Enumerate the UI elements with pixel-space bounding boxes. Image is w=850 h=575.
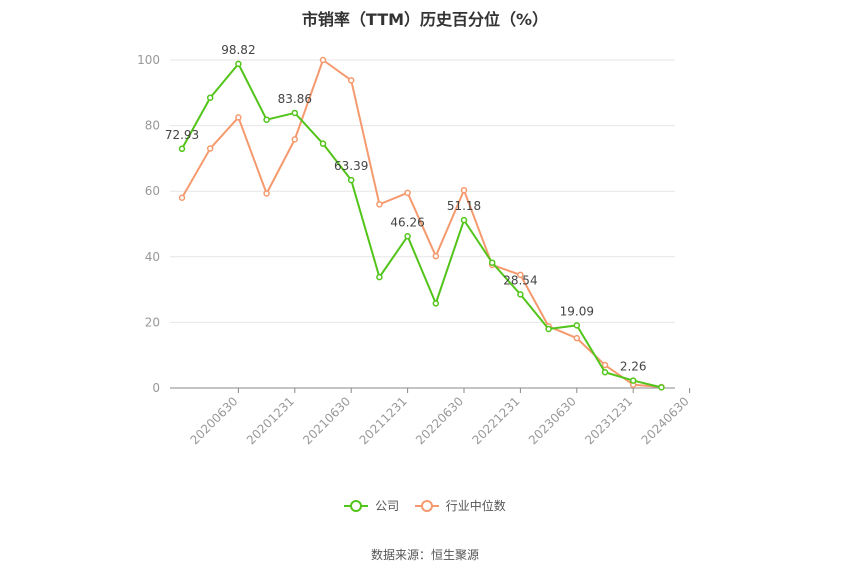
- data-point: [432, 252, 440, 260]
- x-tick-label: 20211231: [357, 394, 410, 447]
- data-point: [460, 216, 468, 224]
- data-point: [291, 136, 299, 143]
- x-tick-label: 20220630: [413, 394, 466, 447]
- data-label: 51.18: [447, 199, 481, 213]
- data-point: [206, 145, 214, 152]
- data-point: [291, 109, 299, 117]
- data-point: [517, 291, 524, 298]
- legend-line-marker-icon: [414, 499, 439, 513]
- y-tick-label: 100: [137, 53, 160, 67]
- data-point: [517, 271, 524, 279]
- data-label: 98.82: [221, 43, 255, 57]
- data-point: [178, 145, 186, 153]
- x-tick-label: 20221231: [469, 394, 522, 447]
- data-point: [376, 273, 383, 281]
- series-lines: [178, 56, 665, 391]
- data-point: [178, 194, 186, 202]
- data-point: [460, 186, 468, 194]
- y-tick-label: 0: [152, 381, 160, 395]
- data-point: [206, 94, 214, 101]
- data-point: [573, 322, 581, 329]
- data-point: [263, 190, 270, 197]
- line-chart: 0 20 40 60 80 100 20200630 20201231 20210630 2021…: [137, 43, 692, 447]
- data-point: [545, 325, 552, 333]
- legend-item-company[interactable]: 公司: [344, 497, 399, 514]
- source-note: 数据来源：恒生聚源: [370, 548, 479, 562]
- data-point: [601, 361, 609, 369]
- data-point: [235, 114, 242, 121]
- y-tick-label: 20: [145, 315, 160, 329]
- legend-label: 公司: [375, 499, 400, 513]
- data-point: [319, 140, 327, 147]
- data-point: [347, 176, 355, 184]
- data-point: [376, 201, 383, 208]
- y-tick-label: 60: [145, 184, 160, 198]
- chart-title: 市销率（TTM）历史百分位（%）: [301, 10, 549, 29]
- data-label: 46.26: [390, 215, 424, 229]
- y-tick-label: 40: [145, 250, 160, 264]
- data-label: 83.86: [278, 92, 312, 106]
- x-tick-label: 20231231: [582, 394, 635, 447]
- data-point: [432, 300, 440, 307]
- grid-lines: [170, 59, 675, 323]
- x-tick-label: 20230630: [526, 394, 579, 447]
- data-point: [573, 334, 581, 342]
- data-point: [658, 384, 665, 391]
- data-label: 72.93: [165, 128, 199, 142]
- data-point: [263, 116, 270, 123]
- data-label: 2.26: [620, 360, 647, 374]
- data-point: [319, 56, 327, 64]
- data-labels: 72.93 98.82 83.86 63.39 46.26 51.18 28.54 19.09…: [165, 43, 647, 374]
- data-point: [404, 189, 411, 197]
- data-label: 63.39: [334, 159, 368, 173]
- legend-label: 行业中位数: [445, 499, 506, 513]
- x-tick-label: 20210630: [300, 394, 353, 447]
- data-point: [347, 77, 355, 84]
- x-tick-label: 20200630: [187, 394, 240, 447]
- series-line-industry-median: [181, 59, 662, 389]
- data-point: [601, 369, 609, 376]
- legend-line-marker-icon: [344, 499, 369, 513]
- x-tick-label: 20240630: [639, 394, 692, 447]
- data-point: [235, 60, 242, 68]
- data-point: [629, 377, 637, 384]
- legend: 公司 行业中位数: [0, 497, 850, 514]
- series-line-company: [181, 62, 662, 389]
- x-tick-label: 20201231: [244, 394, 297, 447]
- data-label: 19.09: [560, 304, 594, 318]
- legend-item-industry-median[interactable]: 行业中位数: [414, 497, 506, 514]
- data-label: 28.54: [503, 273, 537, 287]
- data-point: [404, 233, 411, 240]
- y-tick-label: 80: [145, 119, 160, 133]
- data-point: [488, 259, 496, 266]
